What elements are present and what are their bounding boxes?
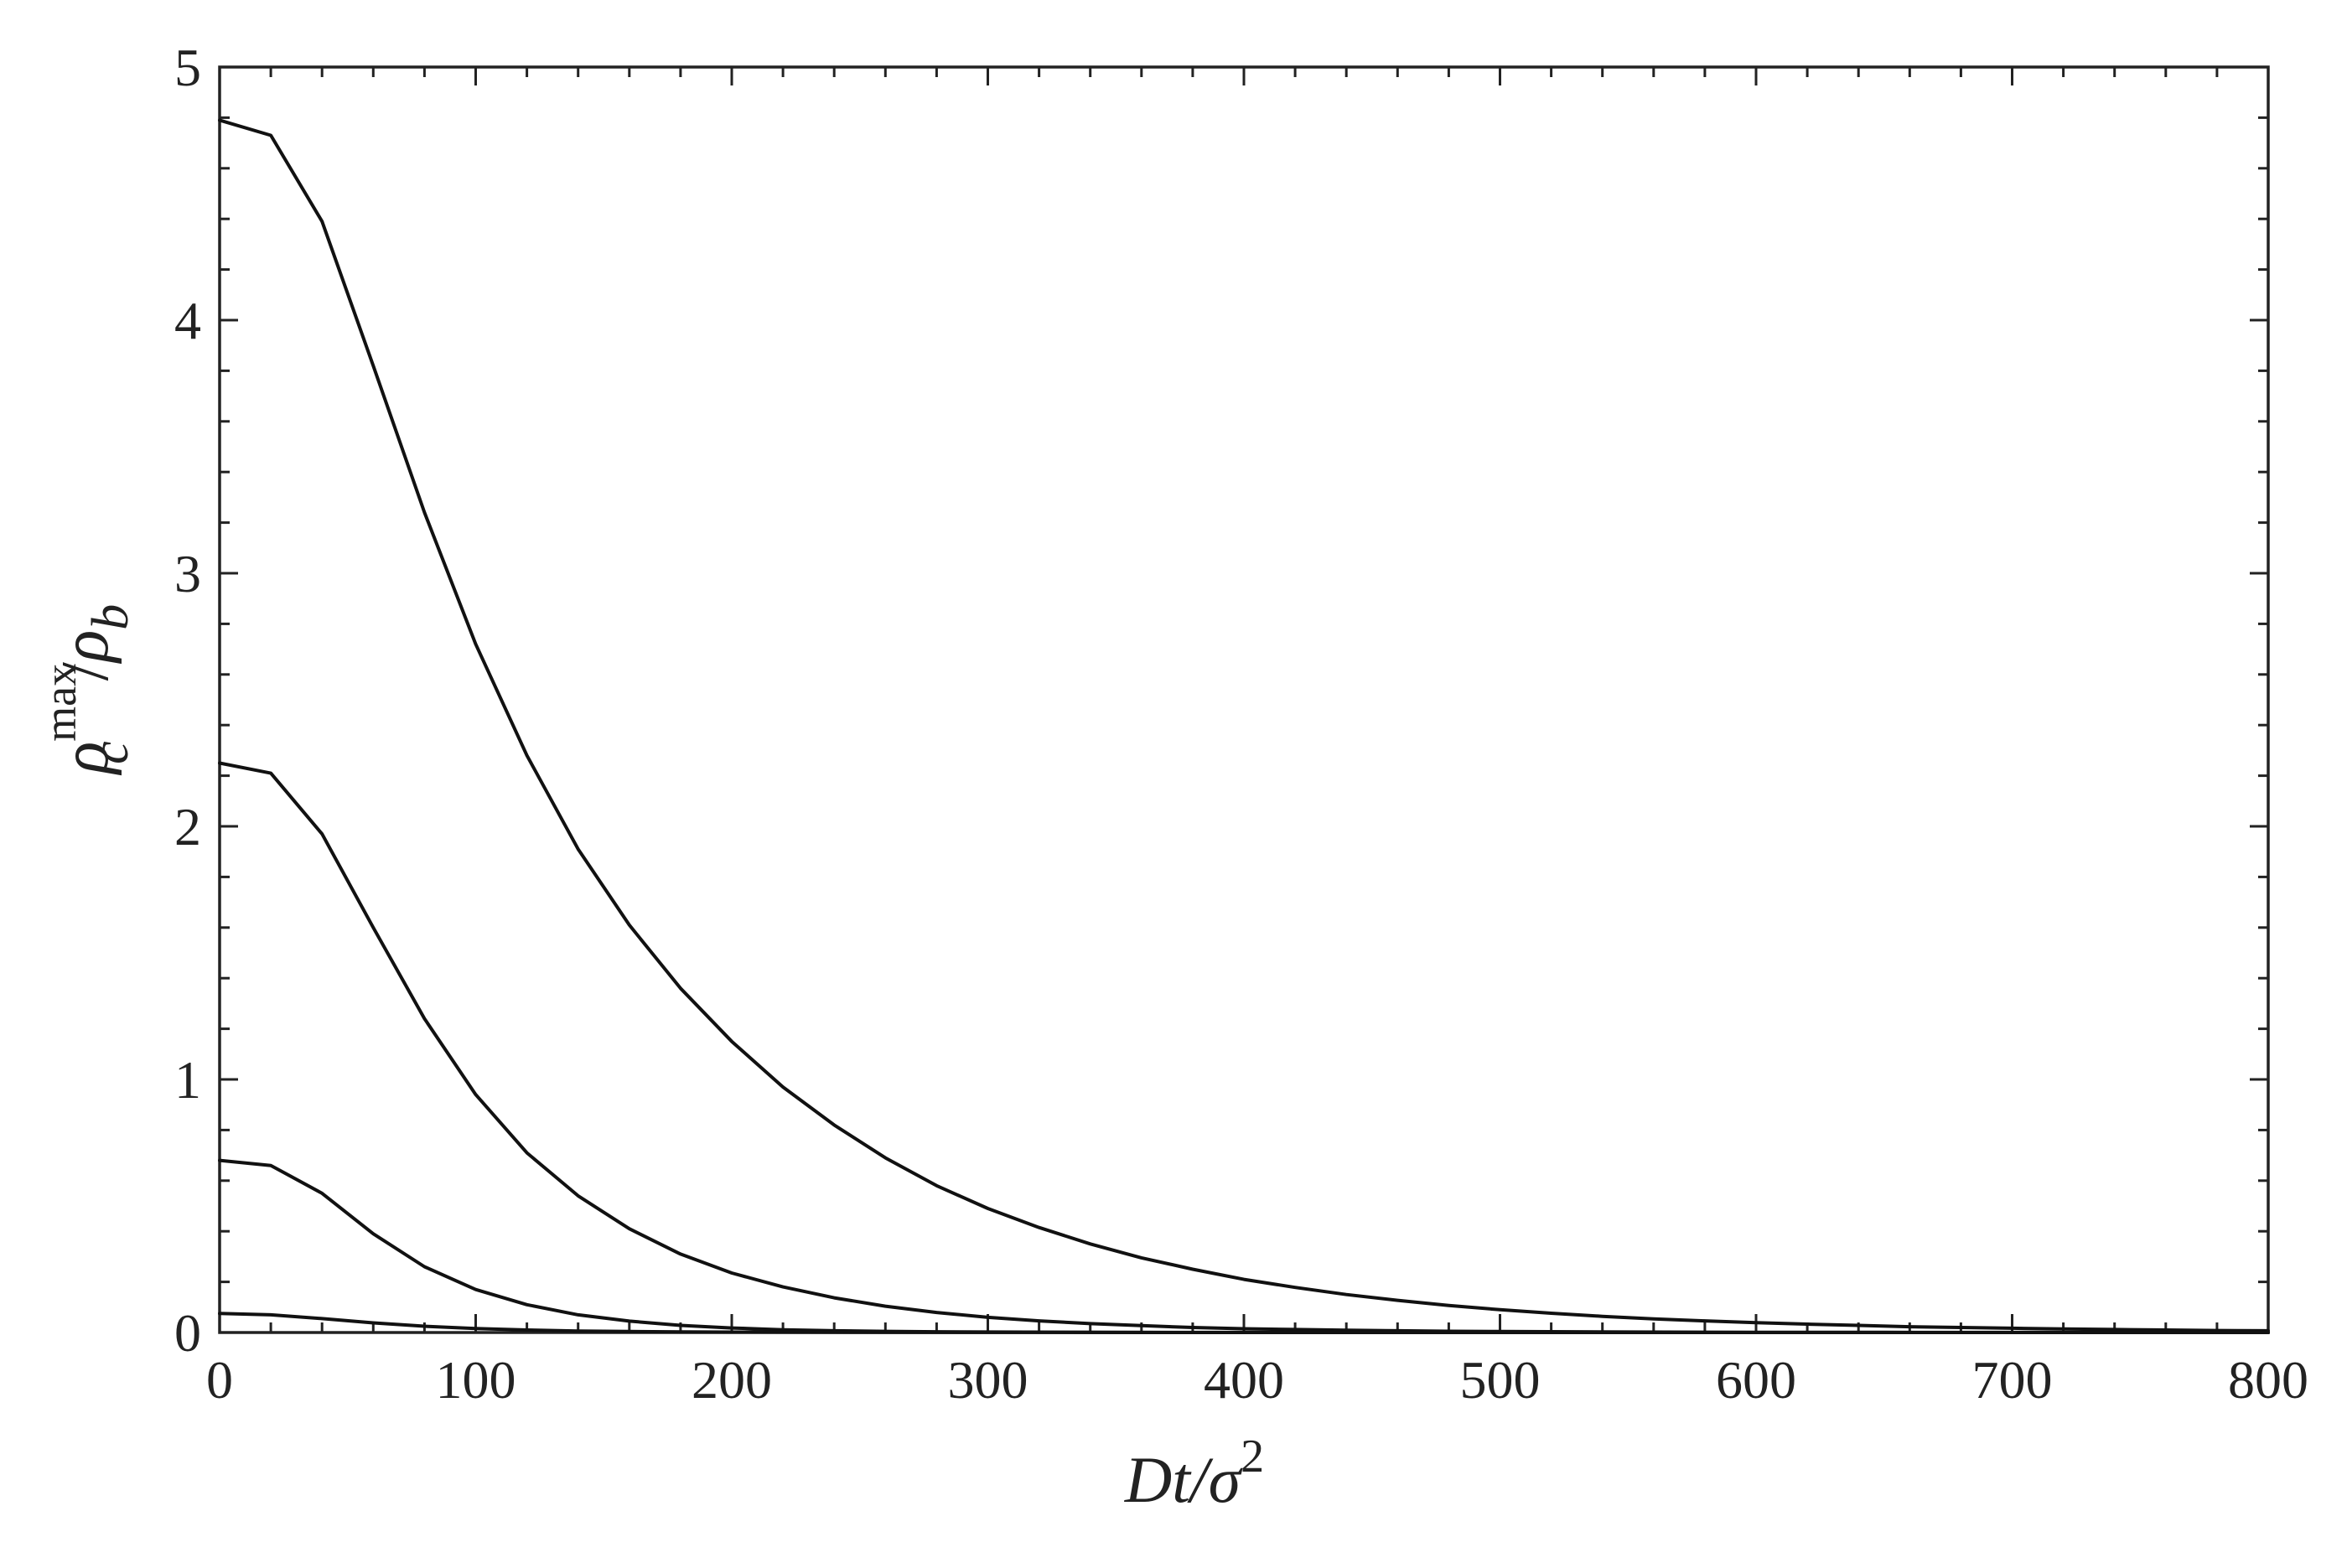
y-axis-title-rho1: ρ xyxy=(49,742,122,776)
x-axis-title-sup: 2 xyxy=(1241,1431,1264,1483)
x-tick-label: 0 xyxy=(206,1350,233,1410)
x-tick-label: 100 xyxy=(436,1350,516,1410)
y-axis-title: ρmaxc/ρb xyxy=(35,604,139,777)
y-axis-title-rho2: ρ xyxy=(49,630,122,665)
major-ticks xyxy=(218,65,2270,1334)
series-line-3 xyxy=(218,1158,2270,1334)
y-tick-label: 2 xyxy=(174,797,201,856)
y-axis-title-sub1: c xyxy=(82,741,139,764)
series-line-2 xyxy=(218,761,2270,1334)
x-tick-label: 600 xyxy=(1716,1350,1796,1410)
x-tick-label: 200 xyxy=(692,1350,772,1410)
series-group xyxy=(218,118,2270,1334)
x-tick-label: 700 xyxy=(1972,1350,2053,1410)
x-axis-title-main: Dt/σ xyxy=(1124,1443,1243,1516)
y-tick-label: 1 xyxy=(174,1050,201,1110)
x-tick-label: 800 xyxy=(2228,1350,2308,1410)
y-tick-labels: 0 1 2 3 4 5 xyxy=(174,38,201,1363)
y-tick-label: 5 xyxy=(174,38,201,97)
x-tick-label: 300 xyxy=(948,1350,1028,1410)
plot-frame xyxy=(218,65,2270,1334)
x-axis-title: Dt/σ2 xyxy=(1124,1431,1264,1516)
x-tick-labels: 0 100 200 300 400 500 600 700 800 xyxy=(206,1350,2308,1410)
y-axis-title-sub2: b xyxy=(82,604,139,630)
x-tick-label: 500 xyxy=(1460,1350,1541,1410)
minor-ticks xyxy=(220,67,2268,1333)
y-tick-label: 0 xyxy=(174,1303,201,1363)
series-line-1 xyxy=(218,118,2270,1333)
y-tick-label: 3 xyxy=(174,544,201,603)
y-axis-title-sup1: max xyxy=(35,664,85,742)
series-line-4 xyxy=(218,1312,2270,1334)
y-tick-label: 4 xyxy=(174,291,201,350)
y-axis-title-slash: / xyxy=(49,661,122,681)
x-tick-label: 400 xyxy=(1204,1350,1284,1410)
